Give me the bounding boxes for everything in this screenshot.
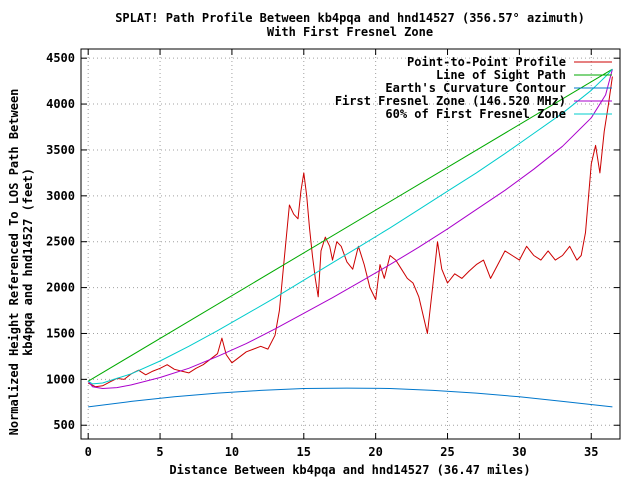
x-tick-label: 10 [225,445,239,459]
y-tick-label: 3500 [46,143,75,157]
x-tick-label: 20 [368,445,382,459]
y-tick-label: 1500 [46,326,75,340]
x-axis-label: Distance Between kb4pqa and hnd14527 (36… [169,463,530,477]
y-tick-label: 1000 [46,372,75,386]
y-tick-label: 4500 [46,51,75,65]
series-line-earth-s-curvature-contour [88,387,613,408]
x-tick-label: 30 [512,445,526,459]
x-tick-label: 15 [297,445,311,459]
x-tick-label: 5 [156,445,163,459]
plot-series [87,68,613,408]
series-line-point-to-point-profile [87,76,613,388]
axis-ticks: 0 5 10 15 20 25 30 35 500 1000 1500 2000 2500 3000 350… [46,49,620,459]
legend-label-point-to-point-profile: Point-to-Point Profile [407,55,566,69]
y-tick-label: 2500 [46,235,75,249]
y-axis-label-line2: kb4pqa and hnd14527 (feet) [21,168,35,356]
plot-frame [80,48,621,440]
y-tick-label: 500 [53,418,75,432]
x-tick-label: 0 [85,445,92,459]
y-tick-label: 2000 [46,281,75,295]
legend-label-60-of-first-fresnel-zone: 60% of First Fresnel Zone [385,107,566,121]
y-tick-label: 4000 [46,97,75,111]
x-tick-label: 35 [584,445,598,459]
grid [81,49,620,439]
y-axis-label-line1: Normalized Height Referenced To LOS Path… [7,89,21,436]
legend-label-earth-s-curvature-contour: Earth's Curvature Contour [385,81,566,95]
legend-label-line-of-sight-path: Line of Sight Path [436,68,566,82]
series-line-first-fresnel-zone-146-520-mhz [87,69,613,389]
x-tick-label: 25 [440,445,454,459]
legend-label-first-fresnel-zone-146-520-mhz: First Fresnel Zone (146.520 MHz) [335,94,566,108]
chart-title: SPLAT! Path Profile Between kb4pqa and h… [115,11,585,25]
series-line-60-of-first-fresnel-zone [87,68,613,385]
y-tick-label: 3000 [46,189,75,203]
series-line-line-of-sight-path [87,68,613,382]
chart-subtitle: With First Fresnel Zone [267,25,433,39]
